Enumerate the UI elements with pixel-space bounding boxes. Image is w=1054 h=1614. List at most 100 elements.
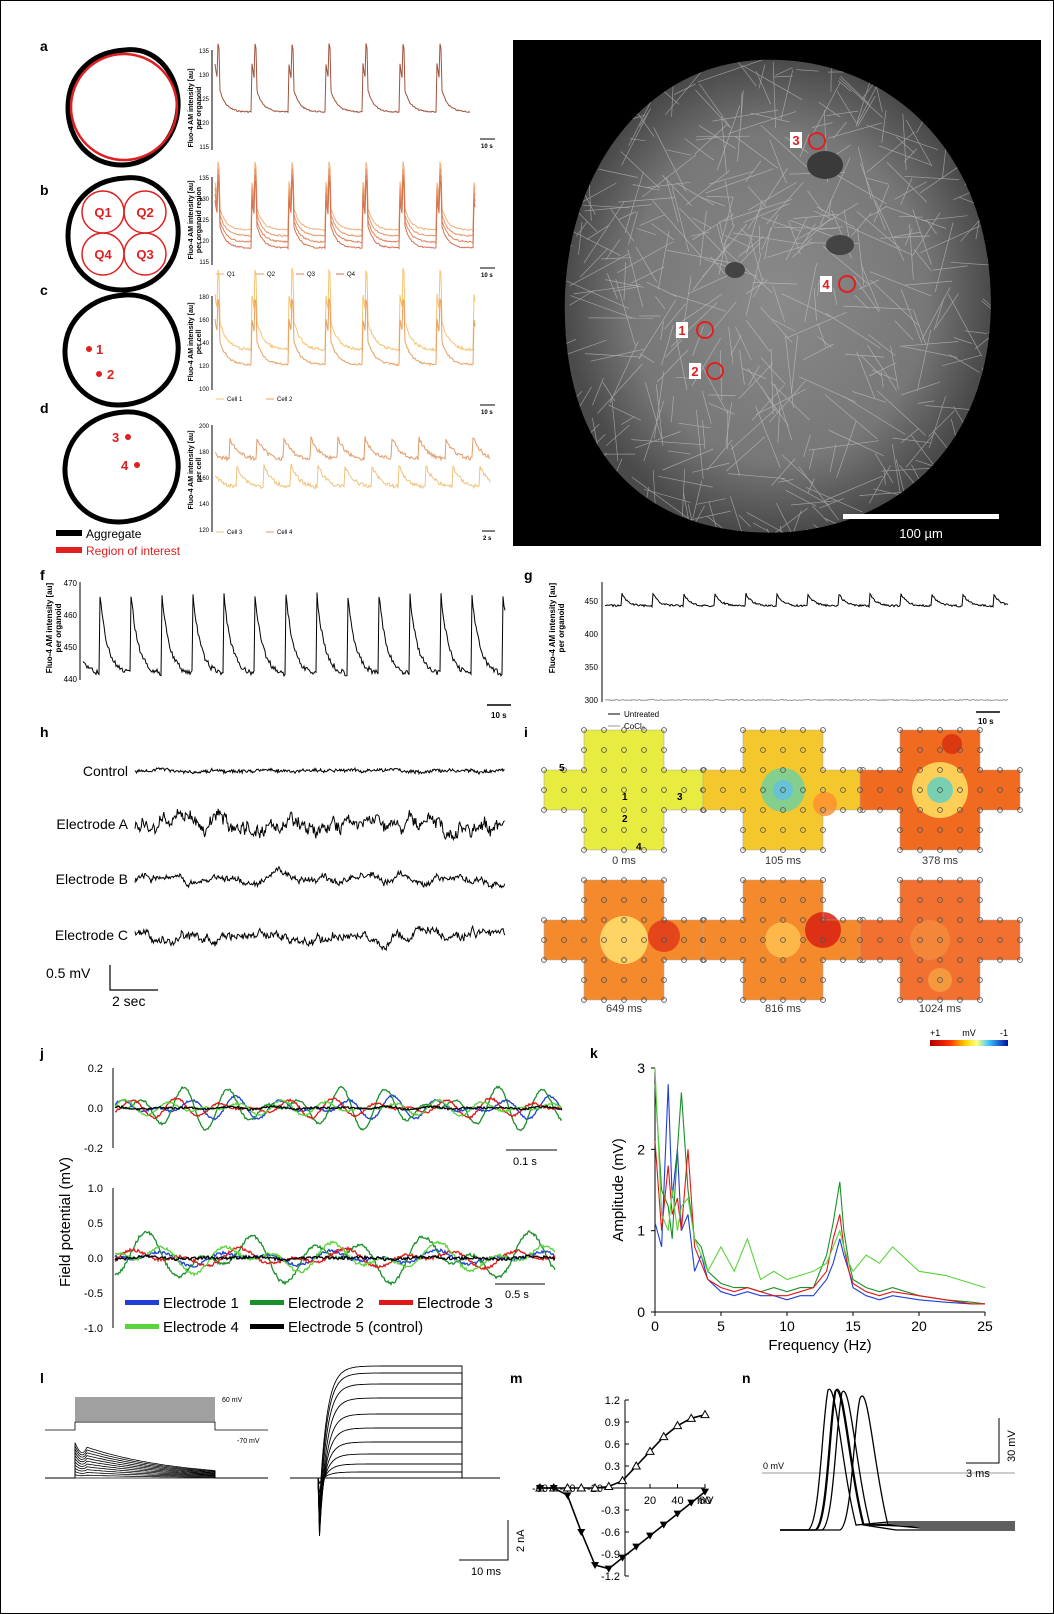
trace-panel-b: Fluo-4 AM intensity [au] per organoid re… — [188, 161, 495, 279]
ylabel-j: Field potential (mV) — [57, 1157, 74, 1287]
cell-label-2: 2 — [107, 367, 114, 382]
ytick-d-3: 140 — [199, 502, 210, 508]
panel-letter-h: h — [40, 724, 49, 740]
ytick-g-0: 450 — [585, 597, 599, 606]
legend-d-4: Cell 4 — [277, 530, 293, 536]
series-k-2 — [654, 1141, 985, 1305]
ytick-c-0: 180 — [199, 295, 210, 301]
ytick-m-7: -1.2 — [601, 1571, 620, 1583]
ytick-d-0: 200 — [199, 424, 210, 430]
ytick-j-bot-1: 0.5 — [88, 1218, 103, 1230]
legend-b-q2: Q2 — [267, 272, 276, 278]
ytick-a-4: 115 — [199, 145, 209, 151]
xtick-k-5: 25 — [977, 1318, 993, 1334]
ylabel-f-1: Fluo-4 AM intensity [au] — [45, 582, 54, 673]
region-label-q4: Q4 — [94, 247, 112, 262]
diagram-b: Q1 Q2 Q4 Q3 — [65, 175, 181, 293]
xtick-k-4: 20 — [911, 1318, 927, 1334]
heatmap-2 — [857, 727, 1023, 853]
time-label-1: 105 ms — [765, 855, 802, 867]
xlabel-k: Frequency (Hz) — [768, 1337, 871, 1354]
series-k-3 — [654, 1067, 986, 1289]
cell-label-1: 1 — [96, 342, 103, 357]
legend-j-e5: Electrode 5 (control) — [288, 1319, 423, 1336]
xtick-k-1: 5 — [717, 1318, 725, 1334]
xunit-m: mV — [697, 1495, 714, 1507]
ytick-m-6: -0.9 — [601, 1549, 620, 1561]
ylabel-a-1: Fluo-4 AM intensity [au] — [188, 68, 195, 147]
legend-b-q1: Q1 — [227, 272, 236, 278]
roi-label-1: 1 — [678, 323, 685, 338]
point-m-1-2 — [563, 1492, 572, 1500]
panel-letter-c: c — [40, 282, 48, 298]
chart-m: 1.20.90.60.3-0.3-0.6-0.9-1.2-60-40-20204… — [532, 1395, 714, 1583]
row-label-electrode-b: Electrode B — [56, 871, 128, 887]
ytick-g-2: 350 — [585, 663, 599, 672]
ylabel-k: Amplitude (mV) — [610, 1138, 627, 1241]
ytick-b-4: 115 — [199, 260, 209, 266]
point-m-0-12 — [700, 1409, 710, 1419]
ytick-f-1: 460 — [64, 611, 78, 620]
trace-h-control — [134, 766, 505, 776]
legend-g-untreated: Untreated — [624, 710, 659, 719]
ytick-g-3: 300 — [585, 696, 599, 705]
ytick-j-top-0: 0.2 — [88, 1063, 103, 1075]
l-v-high: 60 mV — [222, 1397, 243, 1404]
scalebar-d: 2 s — [483, 536, 492, 542]
trace-h-electrode-c — [134, 924, 506, 952]
panel-letter-a: a — [40, 38, 48, 54]
scalebar-h-t: 2 sec — [112, 993, 145, 1009]
ytick-d-1: 180 — [199, 450, 210, 456]
roi-outline — [69, 52, 179, 162]
point-m-0-9 — [658, 1431, 669, 1441]
ylabel-g-1: Fluo-4 AM intensity [au] — [548, 582, 557, 673]
legend-c-2: Cell 2 — [277, 397, 293, 403]
legend-b-q4: Q4 — [347, 272, 356, 278]
ytick-k-1: 1 — [637, 1223, 645, 1239]
cell-label-4: 4 — [121, 458, 129, 473]
chart-k: Amplitude (mV) Frequency (Hz) 0 5 10 15 20 25… — [610, 1060, 993, 1354]
ytick-a-0: 135 — [199, 49, 210, 55]
heatmap-5 — [857, 877, 1023, 1003]
ytick-j-bot-4: -1.0 — [84, 1323, 103, 1335]
point-m-1-11 — [687, 1499, 696, 1507]
xtick-k-3: 15 — [845, 1318, 861, 1334]
trace-a — [214, 43, 471, 114]
xtick-m-3: 20 — [644, 1495, 656, 1507]
diagram-a — [65, 47, 181, 168]
point-m-0-5 — [603, 1481, 614, 1491]
electrode-label-3: 3 — [677, 792, 683, 803]
ylabel-f-2: per organoid — [54, 603, 63, 652]
ytick-k-2: 2 — [637, 1141, 645, 1157]
electrode-label-2: 2 — [622, 814, 628, 825]
ytick-m-2: 0.6 — [605, 1439, 620, 1451]
series-k-1 — [654, 1084, 986, 1305]
ytick-k-3: 3 — [637, 1060, 645, 1076]
xtick-k-0: 0 — [651, 1318, 659, 1334]
trace-b-q1 — [214, 161, 476, 232]
trace-j-bot-e5 — [114, 1254, 556, 1262]
scalebar-n-t: 3 ms — [966, 1468, 990, 1480]
heatmap-labels-i: 0 ms 105 ms 378 ms 649 ms 816 ms 1024 ms… — [559, 763, 1008, 1046]
ytick-j-bot-3: -0.5 — [84, 1288, 103, 1300]
legend-j-e4: Electrode 4 — [163, 1319, 239, 1336]
roi-label-3: 3 — [792, 133, 799, 148]
panel-letter-d: d — [40, 400, 49, 416]
legend-b-q3: Q3 — [307, 272, 316, 278]
row-label-control: Control — [83, 763, 128, 779]
time-label-2: 378 ms — [922, 855, 959, 867]
ylabel-b-1: Fluo-4 AM intensity [au] — [188, 180, 195, 259]
trace-panel-l: 60 mV -70 mV 10 ms 2 nA — [45, 1365, 527, 1578]
ytick-a-3: 120 — [199, 121, 210, 127]
trace-j-top-e5 — [114, 1104, 563, 1112]
ytick-a-1: 130 — [199, 73, 210, 79]
heatmap-3 — [541, 877, 707, 1003]
heatmap-0 — [541, 727, 707, 853]
ytick-j-top-1: 0.0 — [88, 1103, 103, 1115]
row-label-electrode-a: Electrode A — [56, 816, 128, 832]
l-v-low: -70 mV — [237, 1438, 260, 1445]
ytick-c-2: 140 — [199, 341, 210, 347]
ylabel-c-1: Fluo-4 AM intensity [au] — [188, 302, 195, 381]
ytick-m-0: 1.2 — [605, 1395, 620, 1407]
ytick-m-1: 0.9 — [605, 1417, 620, 1429]
